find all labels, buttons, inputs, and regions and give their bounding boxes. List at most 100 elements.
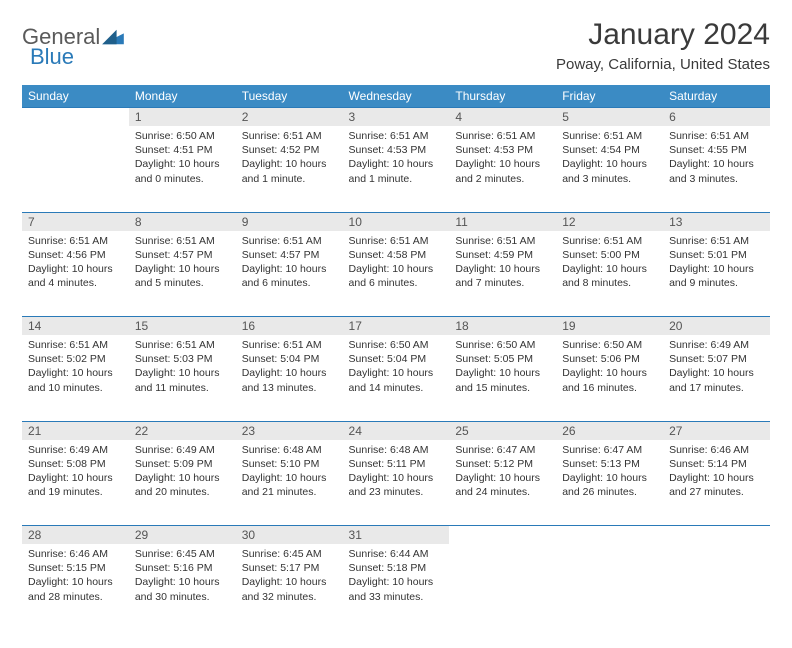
sunrise-line: Sunrise: 6:49 AM xyxy=(28,443,123,457)
day-number-cell: 22 xyxy=(129,421,236,440)
day-number-cell: 24 xyxy=(343,421,450,440)
sunset-line: Sunset: 4:59 PM xyxy=(455,248,550,262)
daylight-line: Daylight: 10 hours and 5 minutes. xyxy=(135,262,230,290)
day-number-cell: 11 xyxy=(449,212,556,231)
sunset-line: Sunset: 5:05 PM xyxy=(455,352,550,366)
day-content-row: Sunrise: 6:50 AMSunset: 4:51 PMDaylight:… xyxy=(22,126,770,212)
sunrise-line: Sunrise: 6:51 AM xyxy=(455,234,550,248)
sunset-line: Sunset: 5:07 PM xyxy=(669,352,764,366)
sunrise-line: Sunrise: 6:51 AM xyxy=(562,129,657,143)
sunrise-line: Sunrise: 6:51 AM xyxy=(669,129,764,143)
daylight-line: Daylight: 10 hours and 1 minute. xyxy=(349,157,444,185)
day-content-cell: Sunrise: 6:51 AMSunset: 4:55 PMDaylight:… xyxy=(663,126,770,212)
day-number-cell: 18 xyxy=(449,317,556,336)
sunrise-line: Sunrise: 6:51 AM xyxy=(28,338,123,352)
sunset-line: Sunset: 5:17 PM xyxy=(242,561,337,575)
sunrise-line: Sunrise: 6:51 AM xyxy=(135,234,230,248)
daylight-line: Daylight: 10 hours and 10 minutes. xyxy=(28,366,123,394)
weekday-header: Monday xyxy=(129,85,236,108)
day-number-cell: 12 xyxy=(556,212,663,231)
sunrise-line: Sunrise: 6:51 AM xyxy=(28,234,123,248)
daylight-line: Daylight: 10 hours and 6 minutes. xyxy=(242,262,337,290)
day-content-cell xyxy=(22,126,129,212)
calendar-table: SundayMondayTuesdayWednesdayThursdayFrid… xyxy=(22,85,770,630)
day-number-cell: 1 xyxy=(129,108,236,127)
daylight-line: Daylight: 10 hours and 3 minutes. xyxy=(669,157,764,185)
day-number-row: 78910111213 xyxy=(22,212,770,231)
daylight-line: Daylight: 10 hours and 28 minutes. xyxy=(28,575,123,603)
daylight-line: Daylight: 10 hours and 1 minute. xyxy=(242,157,337,185)
daylight-line: Daylight: 10 hours and 17 minutes. xyxy=(669,366,764,394)
daylight-line: Daylight: 10 hours and 6 minutes. xyxy=(349,262,444,290)
day-number-cell: 10 xyxy=(343,212,450,231)
daylight-line: Daylight: 10 hours and 3 minutes. xyxy=(562,157,657,185)
day-content-cell: Sunrise: 6:50 AMSunset: 5:06 PMDaylight:… xyxy=(556,335,663,421)
sunrise-line: Sunrise: 6:51 AM xyxy=(669,234,764,248)
sunrise-line: Sunrise: 6:51 AM xyxy=(242,338,337,352)
day-content-cell: Sunrise: 6:51 AMSunset: 4:58 PMDaylight:… xyxy=(343,231,450,317)
day-content-cell xyxy=(449,544,556,630)
weekday-header: Friday xyxy=(556,85,663,108)
day-number-cell: 20 xyxy=(663,317,770,336)
calendar-page: General January 2024 Poway, California, … xyxy=(0,0,792,648)
sunset-line: Sunset: 4:55 PM xyxy=(669,143,764,157)
sunset-line: Sunset: 5:14 PM xyxy=(669,457,764,471)
month-title: January 2024 xyxy=(556,18,770,52)
daylight-line: Daylight: 10 hours and 30 minutes. xyxy=(135,575,230,603)
daylight-line: Daylight: 10 hours and 11 minutes. xyxy=(135,366,230,394)
day-content-cell: Sunrise: 6:51 AMSunset: 4:52 PMDaylight:… xyxy=(236,126,343,212)
day-content-cell xyxy=(556,544,663,630)
sunrise-line: Sunrise: 6:45 AM xyxy=(135,547,230,561)
day-number-cell: 5 xyxy=(556,108,663,127)
page-header: General January 2024 Poway, California, … xyxy=(22,18,770,73)
title-block: January 2024 Poway, California, United S… xyxy=(556,18,770,73)
daylight-line: Daylight: 10 hours and 13 minutes. xyxy=(242,366,337,394)
day-content-cell: Sunrise: 6:51 AMSunset: 4:53 PMDaylight:… xyxy=(343,126,450,212)
day-number-cell xyxy=(449,526,556,545)
day-number-cell xyxy=(22,108,129,127)
sunset-line: Sunset: 5:13 PM xyxy=(562,457,657,471)
day-number-row: 123456 xyxy=(22,108,770,127)
sunrise-line: Sunrise: 6:48 AM xyxy=(242,443,337,457)
day-number-cell: 31 xyxy=(343,526,450,545)
sunset-line: Sunset: 5:11 PM xyxy=(349,457,444,471)
day-number-cell: 17 xyxy=(343,317,450,336)
daylight-line: Daylight: 10 hours and 2 minutes. xyxy=(455,157,550,185)
daylight-line: Daylight: 10 hours and 20 minutes. xyxy=(135,471,230,499)
sunset-line: Sunset: 4:53 PM xyxy=(455,143,550,157)
day-number-cell: 27 xyxy=(663,421,770,440)
day-content-row: Sunrise: 6:46 AMSunset: 5:15 PMDaylight:… xyxy=(22,544,770,630)
sunrise-line: Sunrise: 6:44 AM xyxy=(349,547,444,561)
sunset-line: Sunset: 4:57 PM xyxy=(242,248,337,262)
day-content-cell: Sunrise: 6:50 AMSunset: 4:51 PMDaylight:… xyxy=(129,126,236,212)
daylight-line: Daylight: 10 hours and 16 minutes. xyxy=(562,366,657,394)
day-number-row: 14151617181920 xyxy=(22,317,770,336)
sunset-line: Sunset: 4:58 PM xyxy=(349,248,444,262)
sunrise-line: Sunrise: 6:49 AM xyxy=(135,443,230,457)
weekday-header: Thursday xyxy=(449,85,556,108)
day-content-cell: Sunrise: 6:47 AMSunset: 5:12 PMDaylight:… xyxy=(449,440,556,526)
day-number-cell: 4 xyxy=(449,108,556,127)
logo-mark-icon xyxy=(102,28,124,46)
daylight-line: Daylight: 10 hours and 32 minutes. xyxy=(242,575,337,603)
daylight-line: Daylight: 10 hours and 26 minutes. xyxy=(562,471,657,499)
day-number-row: 28293031 xyxy=(22,526,770,545)
day-number-cell xyxy=(556,526,663,545)
sunset-line: Sunset: 5:02 PM xyxy=(28,352,123,366)
weekday-header: Tuesday xyxy=(236,85,343,108)
sunrise-line: Sunrise: 6:47 AM xyxy=(455,443,550,457)
day-content-cell: Sunrise: 6:51 AMSunset: 4:54 PMDaylight:… xyxy=(556,126,663,212)
location-text: Poway, California, United States xyxy=(556,56,770,73)
sunrise-line: Sunrise: 6:51 AM xyxy=(349,234,444,248)
sunset-line: Sunset: 5:03 PM xyxy=(135,352,230,366)
weekday-header-row: SundayMondayTuesdayWednesdayThursdayFrid… xyxy=(22,85,770,108)
daylight-line: Daylight: 10 hours and 0 minutes. xyxy=(135,157,230,185)
sunset-line: Sunset: 4:51 PM xyxy=(135,143,230,157)
day-content-row: Sunrise: 6:51 AMSunset: 4:56 PMDaylight:… xyxy=(22,231,770,317)
sunset-line: Sunset: 5:08 PM xyxy=(28,457,123,471)
day-content-cell: Sunrise: 6:51 AMSunset: 4:57 PMDaylight:… xyxy=(236,231,343,317)
daylight-line: Daylight: 10 hours and 24 minutes. xyxy=(455,471,550,499)
day-number-cell: 29 xyxy=(129,526,236,545)
day-number-cell: 19 xyxy=(556,317,663,336)
day-content-cell: Sunrise: 6:48 AMSunset: 5:10 PMDaylight:… xyxy=(236,440,343,526)
